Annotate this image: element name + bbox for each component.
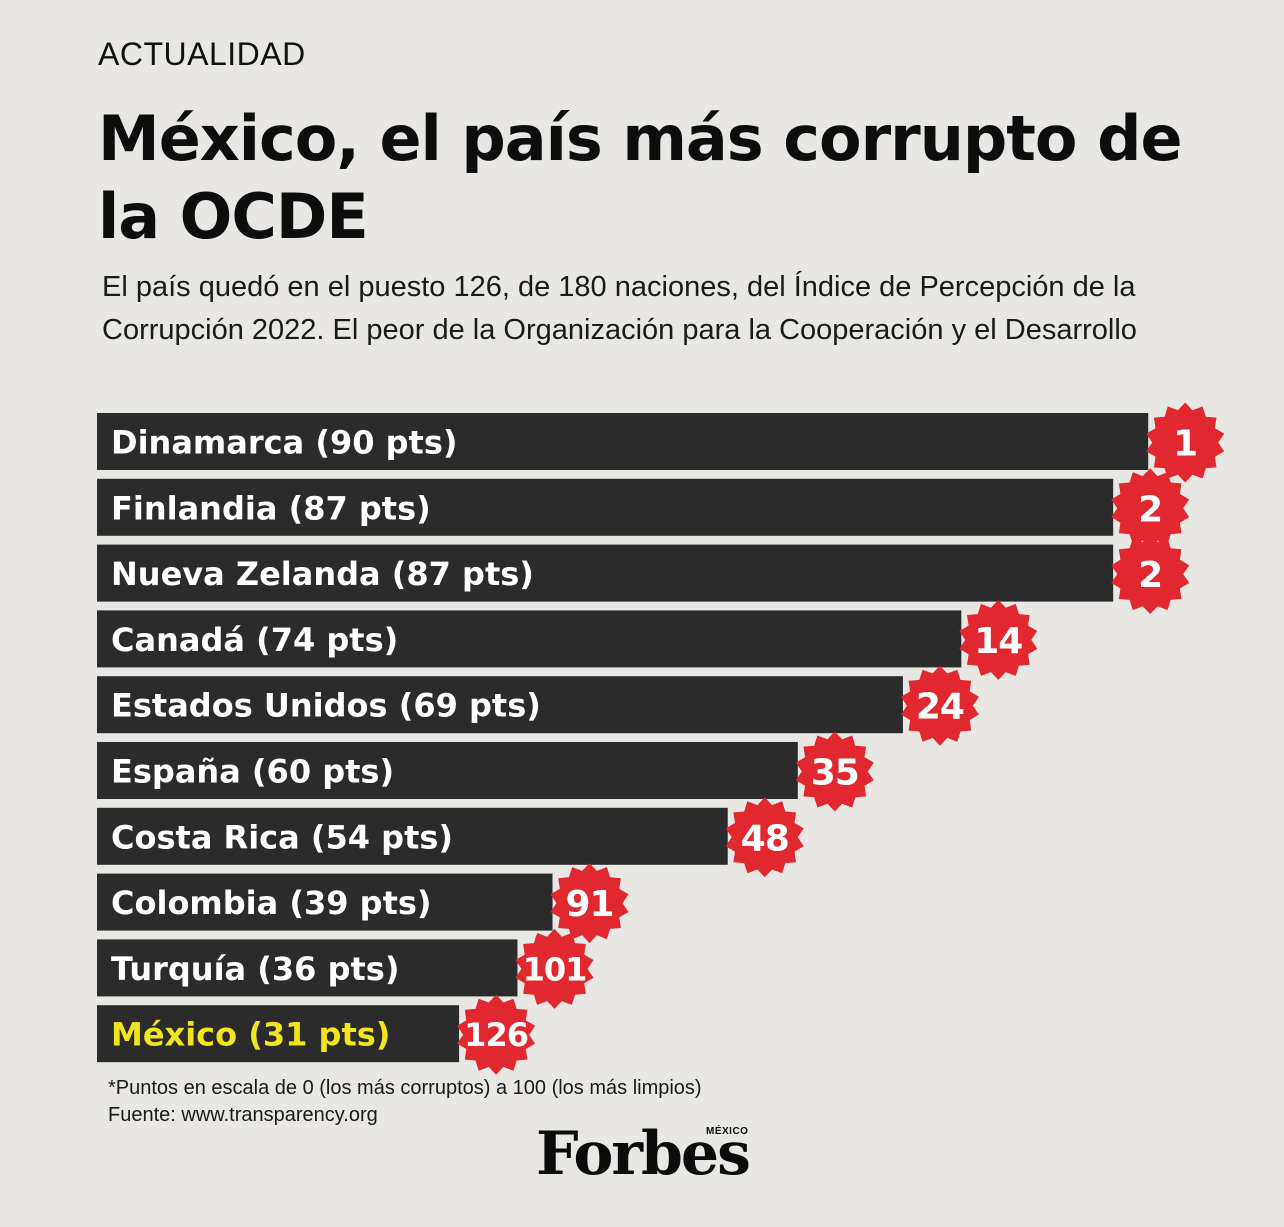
rank-badge-2: [1111, 468, 1190, 549]
bar-group-2: Finlandia (87 pts) 2: [97, 468, 1190, 549]
bar-label-6: España (60 pts): [111, 753, 394, 791]
bar-label-7: Costa Rica (54 pts): [111, 818, 453, 856]
bar-8: [97, 873, 553, 931]
rank-badge-10: [457, 994, 536, 1075]
rank-badge-6: [795, 731, 874, 812]
bar-group-1: Dinamarca (90 pts) 1: [97, 402, 1225, 483]
bar-label-9: Turquía (36 pts): [111, 950, 399, 988]
bar-label-1: Dinamarca (90 pts): [111, 424, 458, 462]
bar-10: [97, 1005, 460, 1063]
bar-9: [97, 939, 518, 997]
bar-group-7: Costa Rica (54 pts) 48: [97, 797, 804, 878]
bar-group-8: Colombia (39 pts) 91: [97, 863, 629, 944]
logo-wordmark: Forbes: [536, 1119, 751, 1189]
scale-note: *Puntos en escala de 0 (los más corrupto…: [108, 1077, 702, 1099]
rank-label-3: 2: [1138, 555, 1162, 596]
rank-badge-5: [900, 665, 979, 746]
bar-3: [97, 544, 1114, 602]
footnote: *Puntos en escala de 0 (los más corrupto…: [108, 1075, 702, 1129]
bar-group-9: Turquía (36 pts) 101: [97, 928, 594, 1009]
rank-badge-4: [959, 599, 1038, 680]
bar-group-5: Estados Unidos (69 pts) 24: [97, 665, 979, 746]
bar-label-10: México (31 pts): [111, 1016, 390, 1054]
rank-label-5: 24: [916, 687, 964, 728]
bar-group-6: España (60 pts) 35: [97, 731, 874, 812]
bar-label-3: Nueva Zelanda (87 pts): [111, 555, 534, 593]
rank-badge-9: [515, 928, 594, 1009]
source-note: Fuente: www.transparency.org: [108, 1104, 378, 1126]
bar-group-3: Nueva Zelanda (87 pts) 2: [97, 534, 1190, 615]
chart-title: México, el país más corrupto de la OCDE: [98, 102, 1183, 253]
bar-2: [97, 478, 1114, 536]
logo-edition: MÉXICO: [706, 1126, 749, 1137]
bar-1: [97, 413, 1149, 470]
bar-5: [97, 676, 903, 734]
rank-label-8: 91: [565, 884, 613, 925]
bar-label-4: Canadá (74 pts): [111, 621, 398, 659]
bar-label-8: Colombia (39 pts): [111, 884, 432, 922]
rank-label-4: 14: [974, 621, 1022, 662]
bar-7: [97, 807, 728, 865]
rank-label-9: 101: [523, 950, 587, 988]
rank-badge-8: [550, 863, 629, 944]
bar-6: [97, 742, 798, 799]
bar-label-2: Finlandia (87 pts): [111, 489, 431, 527]
rank-label-10: 126: [464, 1016, 528, 1054]
bar-group-10: México (31 pts) 126: [97, 994, 536, 1075]
kicker: ACTUALIDAD: [98, 36, 306, 72]
bar-group-4: Canadá (74 pts) 14: [97, 599, 1038, 680]
rank-label-6: 35: [811, 752, 859, 793]
rank-badge-3: [1111, 534, 1190, 615]
rank-label-1: 1: [1173, 423, 1197, 464]
rank-badge-7: [725, 797, 804, 878]
bar-4: [97, 610, 962, 668]
rank-label-2: 2: [1138, 489, 1162, 530]
bar-label-5: Estados Unidos (69 pts): [111, 687, 541, 725]
forbes-logo: Forbes MÉXICO: [536, 1118, 766, 1190]
rank-label-7: 48: [741, 818, 789, 859]
chart-subtitle: El país quedó en el puesto 126, de 180 n…: [102, 271, 1137, 346]
rank-badge-1: [1146, 402, 1225, 483]
